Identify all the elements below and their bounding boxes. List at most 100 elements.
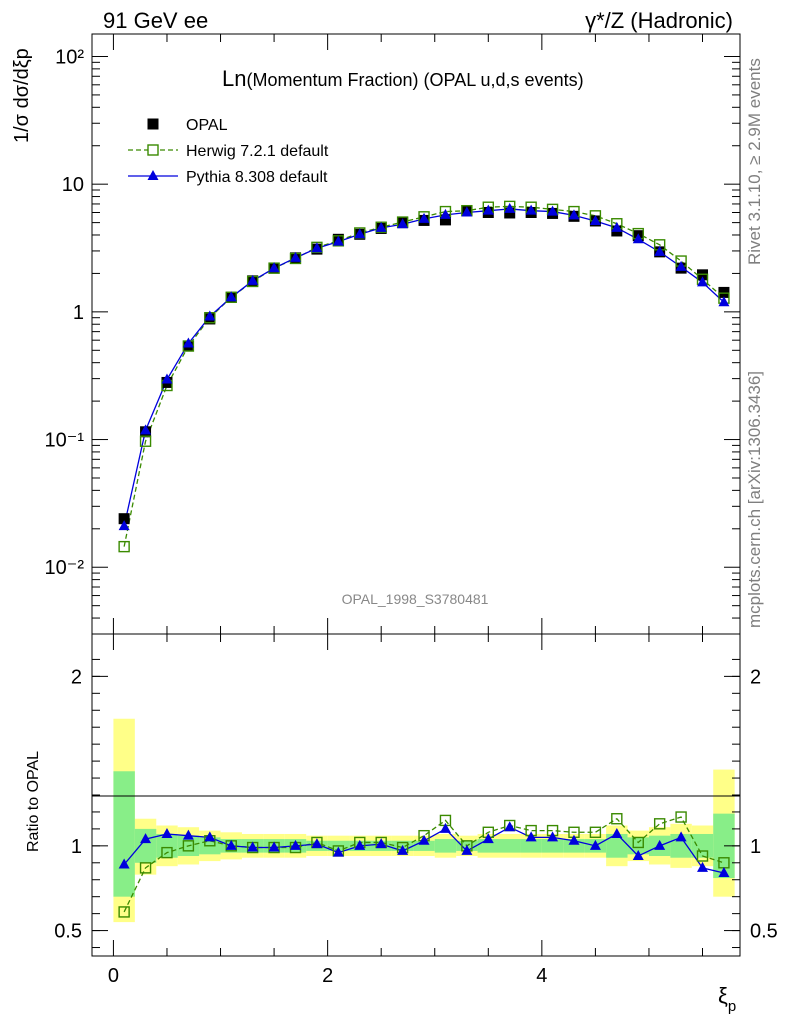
pythia-ratio-point — [718, 866, 730, 877]
pythia-ratio-point — [332, 846, 344, 857]
herwig-ratio-point — [611, 813, 623, 825]
herwig-ratio-point — [589, 826, 602, 838]
header-left: 91 GeV ee — [103, 8, 208, 33]
pythia-point — [140, 424, 152, 435]
band-inner — [541, 839, 564, 853]
herwig-ratio-point — [118, 906, 130, 918]
pythia-point — [161, 373, 173, 384]
x-axis-label: ξp — [718, 983, 736, 1015]
pythia-ratio-point — [504, 821, 516, 832]
ratio-y-label: Ratio to OPAL — [25, 751, 42, 852]
pythia-ratio-point — [547, 831, 559, 842]
pythia-ratio-point — [161, 827, 173, 838]
herwig-ratio-point — [696, 850, 709, 862]
band-inner — [434, 839, 457, 853]
pythia-ratio-point — [225, 839, 237, 850]
header-right: γ*/Z (Hadronic) — [585, 8, 733, 33]
pythia-ratio-point — [354, 839, 366, 850]
main-series — [118, 200, 730, 553]
mcplots-label: mcplots.cern.ch [arXiv:1306.3436] — [745, 371, 764, 628]
pythia-ratio-point — [182, 829, 194, 840]
pythia-ratio-point — [568, 834, 580, 845]
pythia-point — [589, 214, 601, 225]
ratio-series — [118, 811, 730, 918]
main-title: Ln(Momentum Fraction) (OPAL u,d,s events… — [222, 66, 584, 91]
band-inner — [113, 771, 135, 897]
ratio-y-tick-label: 1 — [71, 836, 82, 858]
herwig-ratio-point — [139, 862, 152, 874]
pythia-point — [718, 296, 730, 307]
herwig-ratio-point — [653, 818, 666, 830]
main-plot: OPAL_1998_S3780481 Ln(Momentum Fraction)… — [11, 33, 741, 635]
pythia-point — [611, 221, 623, 232]
pythia-point — [461, 206, 473, 217]
pythia-ratio-point — [697, 861, 709, 872]
pythia-ratio-point — [675, 831, 687, 842]
uncertainty-bands — [113, 718, 735, 923]
pythia-point — [354, 228, 366, 239]
pythia-ratio-point — [140, 833, 152, 844]
pythia-point — [439, 208, 451, 219]
herwig-line — [123, 205, 725, 547]
pythia-ratio-point — [654, 839, 666, 850]
pythia-ratio-point — [418, 834, 430, 845]
pythia-ratio-point — [525, 831, 537, 842]
pythia-ratio-point — [611, 827, 623, 838]
y-tick-label: 10² — [55, 46, 84, 68]
pythia-point — [397, 218, 409, 229]
pythia-ratio-point — [461, 844, 473, 855]
y-tick-label: 10⁻² — [45, 557, 85, 579]
pythia-point — [204, 310, 216, 321]
opal-point — [718, 286, 730, 298]
y-tick-label: 1 — [73, 302, 84, 324]
pythia-point — [268, 262, 280, 273]
pythia-point — [118, 520, 130, 531]
pythia-ratio-point — [204, 831, 216, 842]
pythia-point — [482, 204, 494, 215]
pythia-point — [675, 260, 687, 271]
band-inner — [499, 839, 521, 853]
pythia-point — [290, 251, 302, 262]
pythia-ratio-point — [482, 833, 494, 844]
pythia-ratio-point — [290, 839, 302, 850]
pythia-point — [182, 337, 194, 348]
ratio-y-tick-label: 2 — [750, 666, 761, 688]
ratio-y-tick-label: 1 — [750, 836, 761, 858]
herwig-point — [118, 540, 130, 553]
legend-marker-pythia — [147, 170, 159, 180]
rivet-label: Rivet 3.1.10, ≥ 2.9M events — [745, 58, 764, 265]
ratio-frame — [91, 633, 741, 957]
legend-marker-herwig — [147, 144, 159, 156]
opal-point — [118, 513, 130, 525]
legend: OPAL Herwig 7.2.1 default Pythia 8.308 def… — [128, 117, 329, 186]
pythia-point — [247, 274, 259, 285]
opal-point — [504, 207, 516, 219]
ratio-plot: 0.5 0.5 1 1 2 2 0 2 4 Ratio to OPAL ξp — [25, 633, 778, 1015]
herwig-point — [139, 435, 152, 447]
pythia-point — [568, 209, 580, 220]
y-axis-label: 1/σ dσ/dξp — [11, 48, 33, 143]
pythia-ratio-point — [375, 838, 387, 849]
legend-label: Herwig 7.2.1 default — [186, 143, 329, 160]
herwig-ratio-point — [161, 846, 173, 859]
pythia-line — [123, 208, 725, 527]
herwig-ratio-point — [182, 840, 195, 852]
band-inner — [691, 833, 714, 858]
pythia-point — [332, 235, 344, 246]
pythia-ratio-point — [247, 841, 259, 852]
band-inner — [413, 840, 435, 851]
herwig-ratio-point — [632, 836, 644, 849]
pythia-ratio-point — [439, 822, 451, 833]
pythia-point — [547, 205, 559, 216]
x-tick-label: 0 — [108, 965, 119, 987]
ratio-ticks: 0.5 0.5 1 1 2 2 0 2 4 — [54, 634, 778, 987]
pythia-point — [654, 245, 666, 256]
band-inner — [520, 839, 542, 853]
ratio-y-tick-label: 2 — [71, 666, 82, 688]
ratio-y-tick-label: 0.5 — [54, 921, 82, 943]
herwig-ratio-point — [675, 811, 687, 823]
legend-marker-opal — [147, 118, 159, 130]
pythia-point — [525, 204, 537, 215]
y-tick-label: 10⁻¹ — [45, 430, 85, 452]
